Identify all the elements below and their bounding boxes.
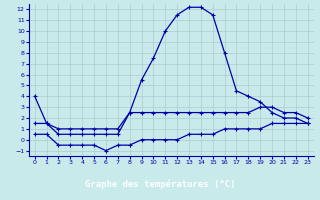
Text: Graphe des températures (°C): Graphe des températures (°C)	[85, 180, 235, 189]
